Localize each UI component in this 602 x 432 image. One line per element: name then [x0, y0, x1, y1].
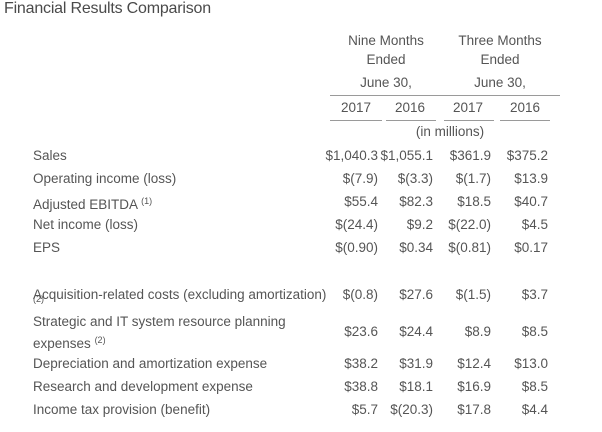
row-label-net-income: Net income (loss): [33, 217, 139, 232]
header-nine-months-line2: Ended: [366, 52, 406, 67]
year-col-4: 2016: [509, 100, 541, 115]
year-col-2: 2016: [394, 100, 426, 115]
year-col-3: 2017: [452, 100, 484, 115]
row-label-adjusted-ebitda: Adjusted EBITDA (1): [33, 196, 153, 212]
header-nine-months: Nine Months Ended: [330, 31, 442, 69]
table-cell: $(20.3): [390, 402, 433, 417]
table-cell: $0.34: [399, 240, 433, 255]
table-cell: $82.3: [399, 194, 433, 209]
footnote-marker: (2): [33, 294, 44, 304]
table-cell: $13.0: [514, 356, 548, 371]
table-cell: $(0.81): [448, 240, 491, 255]
header-nine-months-date: June 30,: [360, 75, 412, 90]
table-cell: $(7.9): [342, 171, 378, 186]
year-rule-2: [386, 120, 436, 121]
table-cell: $(1.7): [455, 171, 491, 186]
table-cell: $(1.5): [455, 287, 491, 302]
row-label-acquisition-costs: Acquisition-related costs (excluding amo…: [33, 287, 327, 302]
table-cell: $38.8: [344, 379, 378, 394]
year-col-1: 2017: [340, 100, 372, 115]
table-cell: $(22.0): [448, 217, 491, 232]
row-label-research: Research and development expense: [33, 379, 253, 394]
row-label-strategic-it-cont: expenses (2): [33, 335, 106, 351]
header-three-months-line2: Ended: [480, 52, 520, 67]
row-label-strategic-it: Strategic and IT system resource plannin…: [33, 314, 286, 329]
row-label-depreciation: Depreciation and amortization expense: [33, 356, 268, 371]
table-cell: $24.4: [399, 324, 433, 339]
table-cell: $16.9: [457, 379, 491, 394]
table-cell: $8.9: [464, 324, 491, 339]
table-cell: $4.5: [521, 217, 548, 232]
table-cell: $(0.90): [335, 240, 378, 255]
table-cell: $0.17: [514, 240, 548, 255]
table-cell: $18.1: [399, 379, 433, 394]
table-cell: $5.7: [351, 402, 378, 417]
header-three-months: Three Months Ended: [444, 31, 556, 69]
row-label-operating-income: Operating income (loss): [33, 171, 177, 186]
table-cell: $9.2: [406, 217, 433, 232]
row-label-eps: EPS: [33, 240, 61, 255]
table-cell: $1,040.3: [325, 148, 378, 163]
table-cell: $13.9: [514, 171, 548, 186]
table-cell: $8.5: [521, 324, 548, 339]
table-cell: $12.4: [457, 356, 491, 371]
year-rule-1: [330, 120, 382, 121]
table-cell: $8.5: [521, 379, 548, 394]
units-label: (in millions): [415, 124, 485, 139]
table-cell: $3.7: [521, 287, 548, 302]
table-cell: $1,055.1: [380, 148, 433, 163]
year-rule-3: [444, 120, 494, 121]
table-cell: $23.6: [344, 324, 378, 339]
row-label-income-tax: Income tax provision (benefit): [33, 402, 211, 417]
table-cell: $55.4: [344, 194, 378, 209]
footnote-marker: (1): [141, 196, 153, 206]
header-three-months-date: June 30,: [474, 75, 526, 90]
header-rule-top: [330, 95, 560, 96]
page-title: Financial Results Comparison: [4, 0, 211, 17]
table-cell: $4.4: [521, 402, 548, 417]
table-cell: $40.7: [514, 194, 548, 209]
table-cell: $375.2: [506, 148, 548, 163]
table-cell: $31.9: [399, 356, 433, 371]
table-cell: $38.2: [344, 356, 378, 371]
table-cell: $361.9: [449, 148, 491, 163]
table-cell: $27.6: [399, 287, 433, 302]
table-cell: $18.5: [457, 194, 491, 209]
footnote-marker: (2): [94, 335, 106, 345]
year-rule-4: [500, 120, 550, 121]
table-cell: $(0.8): [342, 287, 378, 302]
row-label-sales: Sales: [33, 148, 67, 163]
table-cell: $(3.3): [397, 171, 433, 186]
header-nine-months-line1: Nine Months: [348, 33, 424, 48]
header-three-months-line1: Three Months: [458, 33, 542, 48]
table-cell: $17.8: [457, 402, 491, 417]
table-cell: $(24.4): [335, 217, 378, 232]
